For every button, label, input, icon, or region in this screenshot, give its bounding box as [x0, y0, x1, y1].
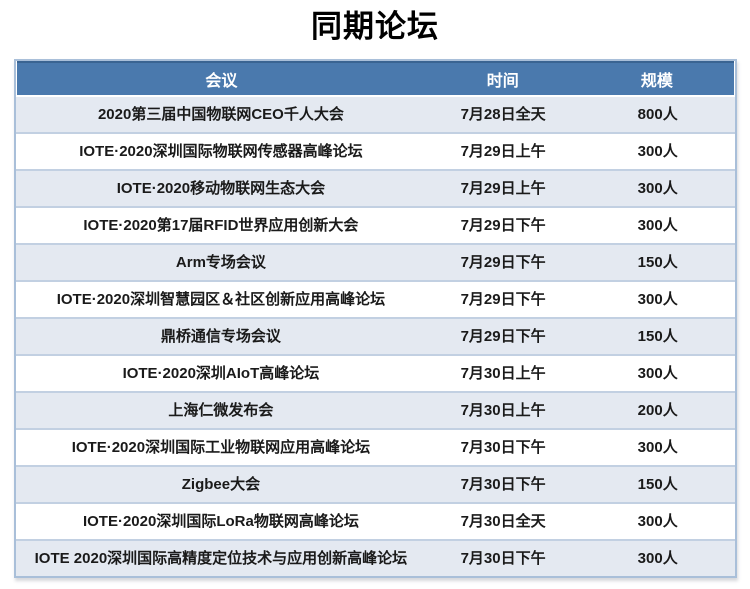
conference-cell: IOTE·2020深圳国际工业物联网应用高峰论坛: [71, 438, 371, 456]
conference-cell: IOTE·2020深圳智慧园区＆社区创新应用高峰论坛: [56, 290, 386, 308]
table-row: 2020第三届中国物联网CEO千人大会 7月28日全天 800人: [16, 95, 735, 132]
time-cell: 7月30日下午: [460, 438, 546, 456]
table-row: Arm专场会议 7月29日下午 150人: [16, 243, 735, 280]
conference-cell: Zigbee大会: [181, 475, 261, 493]
conference-cell: 上海仁微发布会: [168, 401, 274, 419]
scale-cell: 300人: [637, 549, 678, 567]
time-cell: 7月29日下午: [460, 327, 546, 345]
conference-cell: IOTE·2020深圳AIoT高峰论坛: [122, 364, 320, 382]
scale-cell: 300人: [637, 512, 678, 530]
column-header-scale: 规模: [640, 73, 673, 90]
scale-cell: 800人: [637, 105, 678, 123]
table-row: IOTE·2020深圳智慧园区＆社区创新应用高峰论坛 7月29日下午 300人: [16, 280, 735, 317]
table-row: IOTE·2020深圳国际LoRa物联网高峰论坛 7月30日全天 300人: [16, 502, 735, 539]
time-cell: 7月29日下午: [460, 253, 546, 271]
table-row: IOTE·2020第17届RFID世界应用创新大会 7月29日下午 300人: [16, 206, 735, 243]
table-row: IOTE·2020深圳AIoT高峰论坛 7月30日上午 300人: [16, 354, 735, 391]
time-cell: 7月30日全天: [460, 512, 546, 530]
table-row: 上海仁微发布会 7月30日上午 200人: [16, 391, 735, 428]
page-title: 同期论坛: [311, 9, 439, 44]
scale-cell: 300人: [637, 438, 678, 456]
conference-cell: Arm专场会议: [175, 253, 266, 271]
table-row: Zigbee大会 7月30日下午 150人: [16, 465, 735, 502]
conference-cell: IOTE·2020深圳国际物联网传感器高峰论坛: [79, 142, 363, 160]
table-header-row: 会议 时间 规模: [17, 61, 734, 95]
conference-cell: IOTE·2020移动物联网生态大会: [116, 179, 326, 197]
scale-cell: 300人: [637, 364, 678, 382]
conference-cell: IOTE 2020深圳国际高精度定位技术与应用创新高峰论坛: [34, 549, 408, 567]
scale-cell: 300人: [637, 290, 678, 308]
conference-cell: IOTE·2020第17届RFID世界应用创新大会: [83, 216, 359, 234]
table-row: IOTE 2020深圳国际高精度定位技术与应用创新高峰论坛 7月30日下午 30…: [16, 539, 735, 576]
scale-cell: 300人: [637, 179, 678, 197]
time-cell: 7月29日上午: [460, 179, 546, 197]
scale-cell: 200人: [637, 401, 678, 419]
table-row: IOTE·2020深圳国际工业物联网应用高峰论坛 7月30日下午 300人: [16, 428, 735, 465]
column-header-time: 时间: [486, 73, 519, 90]
time-cell: 7月30日上午: [460, 364, 546, 382]
forum-schedule-table: 会议 时间 规模 2020第三届中国物联网CEO千人大会 7月28日全天 800…: [14, 59, 737, 578]
time-cell: 7月30日上午: [460, 401, 546, 419]
scale-cell: 300人: [637, 216, 678, 234]
time-cell: 7月29日下午: [460, 290, 546, 308]
scale-cell: 150人: [637, 327, 678, 345]
scale-cell: 300人: [637, 142, 678, 160]
table-row: 鼎桥通信专场会议 7月29日下午 150人: [16, 317, 735, 354]
time-cell: 7月30日下午: [460, 475, 546, 493]
time-cell: 7月29日下午: [460, 216, 546, 234]
time-cell: 7月29日上午: [460, 142, 546, 160]
time-cell: 7月28日全天: [460, 105, 546, 123]
table-body: 2020第三届中国物联网CEO千人大会 7月28日全天 800人 IOTE·20…: [16, 95, 735, 576]
table-row: IOTE·2020深圳国际物联网传感器高峰论坛 7月29日上午 300人: [16, 132, 735, 169]
table-row: IOTE·2020移动物联网生态大会 7月29日上午 300人: [16, 169, 735, 206]
conference-cell: 鼎桥通信专场会议: [160, 327, 281, 345]
conference-cell: 2020第三届中国物联网CEO千人大会: [97, 105, 344, 123]
scale-cell: 150人: [637, 475, 678, 493]
time-cell: 7月30日下午: [460, 549, 546, 567]
scale-cell: 150人: [637, 253, 678, 271]
column-header-conference: 会议: [205, 73, 238, 90]
conference-cell: IOTE·2020深圳国际LoRa物联网高峰论坛: [82, 512, 359, 530]
